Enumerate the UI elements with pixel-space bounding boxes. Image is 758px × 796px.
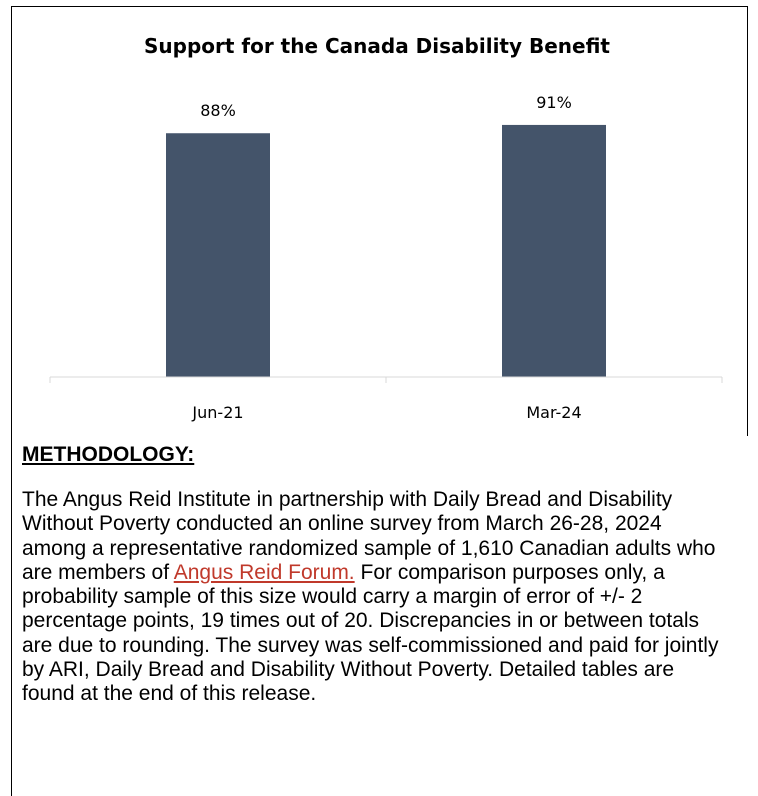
frame-top-border [11, 6, 748, 7]
data-label-jun-21: 88% [200, 101, 236, 120]
x-tick-label-jun-21: Jun-21 [191, 403, 243, 422]
frame-left-border [11, 6, 12, 796]
methodology-text-part-2: For comparison purposes only, a probabil… [22, 560, 719, 706]
bars-layer: 88% 91% [166, 93, 606, 378]
chart-svg: Support for the Canada Disability Benefi… [49, 34, 723, 422]
data-label-mar-24: 91% [536, 93, 572, 112]
x-tick-label-mar-24: Mar-24 [526, 403, 581, 422]
methodology-heading: METHODOLOGY: [22, 443, 195, 466]
bar-mar-24 [502, 124, 606, 378]
bar-jun-21 [166, 133, 270, 377]
chart-title: Support for the Canada Disability Benefi… [144, 34, 610, 58]
frame-right-border [747, 6, 748, 436]
bar-chart: Support for the Canada Disability Benefi… [12, 7, 747, 436]
methodology-text-part-1: The Angus Reid Institute in partnership … [22, 488, 716, 584]
angus-reid-forum-link[interactable]: Angus Reid Forum. [173, 560, 355, 584]
methodology-section: METHODOLOGY: The Angus Reid Institute in… [22, 440, 738, 707]
ticks-layer: Jun-21 Mar-24 [49, 377, 723, 422]
methodology-text: The Angus Reid Institute in partnership … [22, 488, 722, 707]
